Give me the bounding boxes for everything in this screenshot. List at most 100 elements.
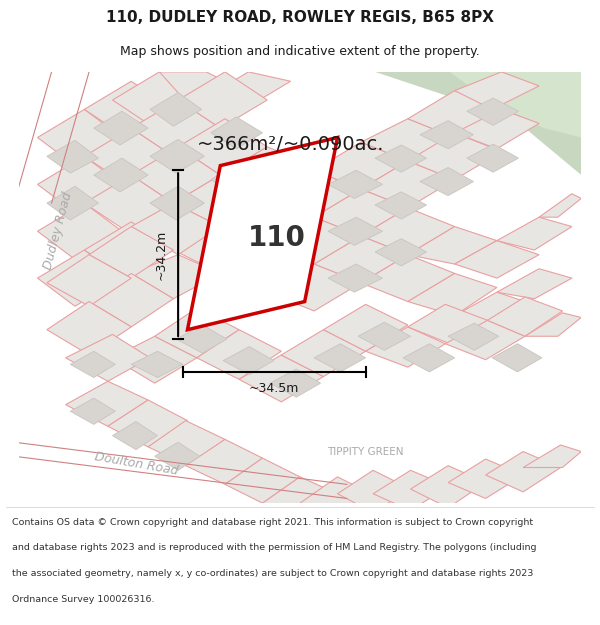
Polygon shape: [270, 369, 320, 398]
Polygon shape: [467, 144, 518, 172]
Polygon shape: [89, 226, 173, 278]
Polygon shape: [314, 236, 408, 282]
Text: Map shows position and indicative extent of the property.: Map shows position and indicative extent…: [120, 45, 480, 58]
Polygon shape: [445, 320, 525, 359]
Polygon shape: [85, 81, 173, 138]
Polygon shape: [328, 217, 383, 245]
Polygon shape: [38, 250, 122, 306]
Polygon shape: [38, 203, 122, 259]
Polygon shape: [131, 203, 220, 255]
Polygon shape: [150, 92, 202, 126]
Polygon shape: [408, 274, 497, 316]
Polygon shape: [70, 351, 115, 378]
Polygon shape: [185, 439, 263, 484]
Polygon shape: [211, 117, 263, 149]
Polygon shape: [148, 421, 225, 466]
Polygon shape: [497, 217, 572, 250]
Polygon shape: [38, 109, 122, 166]
Polygon shape: [523, 445, 581, 468]
Polygon shape: [113, 421, 158, 450]
Polygon shape: [65, 334, 150, 381]
Polygon shape: [85, 222, 173, 278]
Polygon shape: [131, 147, 220, 203]
Polygon shape: [173, 226, 267, 274]
Polygon shape: [178, 72, 267, 128]
Polygon shape: [131, 351, 183, 378]
Polygon shape: [455, 292, 539, 330]
Polygon shape: [85, 175, 173, 231]
Polygon shape: [361, 255, 455, 301]
Polygon shape: [328, 170, 383, 199]
Polygon shape: [211, 164, 263, 196]
Polygon shape: [47, 301, 131, 355]
Polygon shape: [131, 255, 220, 299]
Polygon shape: [410, 466, 485, 508]
Polygon shape: [176, 325, 227, 353]
Polygon shape: [173, 175, 267, 226]
Polygon shape: [420, 121, 473, 149]
Polygon shape: [361, 161, 455, 208]
Polygon shape: [263, 477, 338, 512]
Polygon shape: [488, 297, 563, 336]
Polygon shape: [150, 139, 205, 173]
Polygon shape: [220, 199, 314, 245]
Polygon shape: [408, 226, 497, 264]
Polygon shape: [408, 304, 488, 344]
Polygon shape: [455, 109, 539, 149]
Polygon shape: [450, 72, 581, 138]
Polygon shape: [448, 323, 499, 350]
Polygon shape: [358, 322, 410, 350]
Polygon shape: [485, 451, 560, 492]
Polygon shape: [525, 312, 581, 336]
Text: ~366m²/~0.090ac.: ~366m²/~0.090ac.: [197, 136, 385, 154]
Polygon shape: [38, 156, 122, 212]
Polygon shape: [211, 211, 263, 242]
Polygon shape: [455, 241, 539, 278]
Polygon shape: [85, 128, 173, 184]
Polygon shape: [314, 189, 408, 236]
Polygon shape: [375, 192, 427, 219]
Polygon shape: [155, 442, 200, 470]
Polygon shape: [94, 158, 148, 192]
Polygon shape: [197, 330, 281, 379]
Polygon shape: [239, 355, 323, 402]
Polygon shape: [413, 72, 581, 147]
Polygon shape: [300, 477, 375, 512]
Text: Ordnance Survey 100026316.: Ordnance Survey 100026316.: [12, 594, 155, 604]
Polygon shape: [323, 304, 408, 351]
Polygon shape: [497, 269, 572, 299]
Polygon shape: [70, 398, 115, 424]
Polygon shape: [361, 119, 455, 161]
Polygon shape: [403, 344, 455, 372]
Polygon shape: [178, 119, 267, 175]
Polygon shape: [188, 138, 338, 330]
Text: TIPPITY GREEN: TIPPITY GREEN: [328, 446, 404, 456]
Text: ~34.5m: ~34.5m: [249, 382, 299, 395]
Polygon shape: [267, 217, 361, 264]
Polygon shape: [220, 147, 314, 199]
Polygon shape: [47, 186, 98, 220]
Polygon shape: [65, 381, 148, 426]
Polygon shape: [420, 168, 473, 196]
Polygon shape: [408, 132, 502, 180]
Polygon shape: [375, 145, 427, 172]
Polygon shape: [47, 140, 98, 173]
Text: the associated geometry, namely x, y co-ordinates) are subject to Crown copyrigh: the associated geometry, namely x, y co-…: [12, 569, 533, 578]
Polygon shape: [375, 239, 427, 266]
Polygon shape: [314, 142, 408, 189]
Polygon shape: [220, 245, 314, 292]
Polygon shape: [455, 72, 539, 109]
Polygon shape: [281, 330, 365, 376]
Polygon shape: [338, 470, 410, 512]
Polygon shape: [267, 264, 361, 311]
Polygon shape: [328, 264, 383, 292]
Polygon shape: [89, 274, 173, 327]
Polygon shape: [131, 100, 220, 156]
Polygon shape: [223, 346, 274, 374]
Polygon shape: [375, 72, 581, 175]
Polygon shape: [225, 458, 300, 503]
Polygon shape: [467, 98, 518, 125]
Polygon shape: [492, 344, 542, 372]
Polygon shape: [113, 336, 197, 383]
Polygon shape: [202, 72, 290, 109]
